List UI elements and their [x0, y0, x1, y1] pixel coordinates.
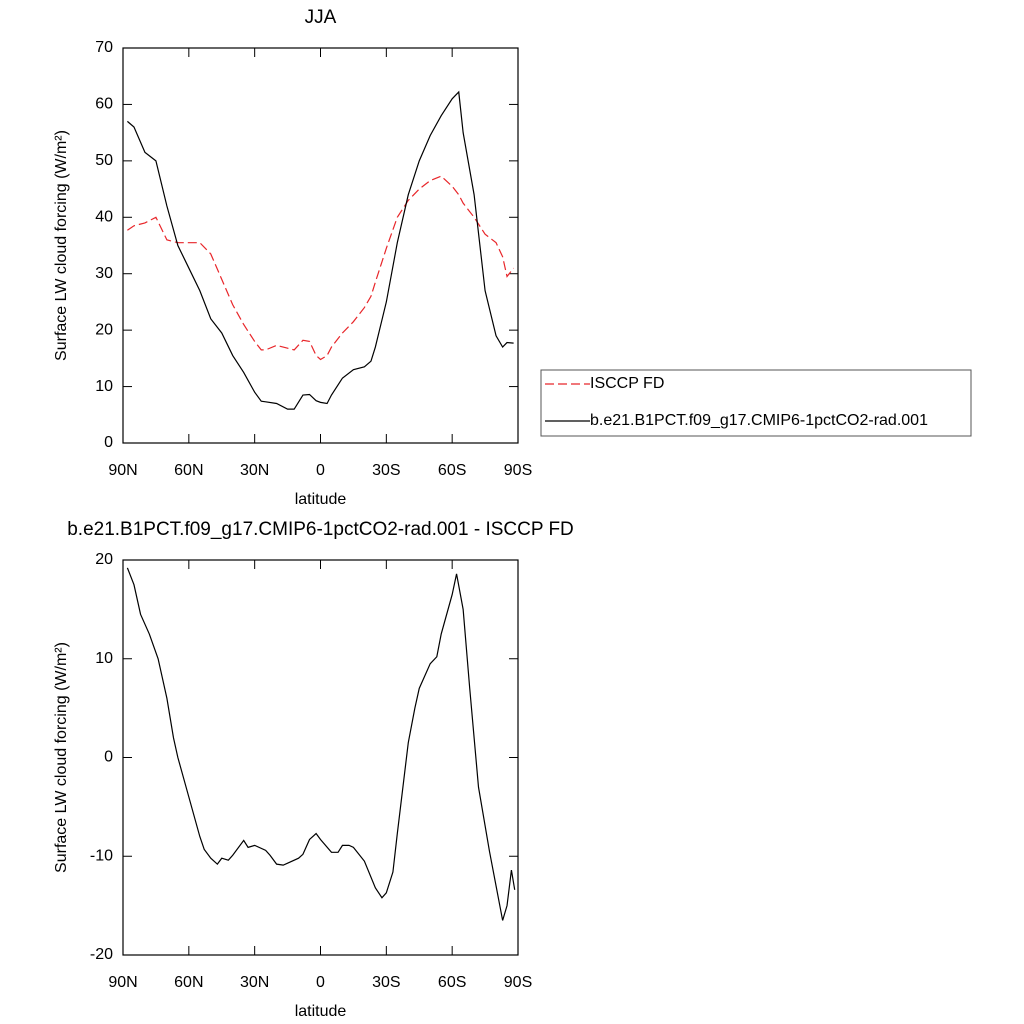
y-tick-label: 60 [95, 96, 113, 113]
x-tick-label: 60S [438, 974, 466, 991]
x-tick-label: 0 [316, 462, 325, 479]
data-line [126, 90, 514, 410]
data-line [126, 567, 516, 921]
y-tick-label: 50 [95, 152, 113, 169]
plot-frame [122, 47, 519, 444]
x-tick-label: 0 [316, 974, 325, 991]
chart-title: b.e21.B1PCT.f09_g17.CMIP6-1pctCO2-rad.00… [67, 519, 574, 540]
y-tick-label: 10 [95, 650, 113, 667]
x-tick-label: 90S [504, 462, 532, 479]
x-tick-label: 60N [174, 974, 203, 991]
y-tick-label: -20 [90, 946, 113, 963]
x-tick-label: 30S [372, 974, 400, 991]
x-tick-label: 60N [174, 462, 203, 479]
y-tick-label: 20 [95, 551, 113, 568]
x-axis-label: latitude [295, 1003, 347, 1020]
y-tick-label: 0 [104, 434, 113, 451]
chart-title: JJA [305, 7, 337, 28]
x-tick-label: 90N [108, 974, 137, 991]
x-tick-label: 60S [438, 462, 466, 479]
y-tick-label: -10 [90, 847, 113, 864]
y-tick-label: 40 [95, 209, 113, 226]
plot-frame [122, 559, 519, 956]
data-line [127, 175, 515, 361]
x-tick-label: 30N [240, 462, 269, 479]
legend-label: ISCCP FD [590, 375, 664, 392]
y-tick-label: 10 [95, 378, 113, 395]
y-axis-label: Surface LW cloud forcing (W/m²) [53, 130, 70, 361]
y-axis-label: Surface LW cloud forcing (W/m²) [53, 642, 70, 873]
legend-label: b.e21.B1PCT.f09_g17.CMIP6-1pctCO2-rad.00… [590, 412, 928, 429]
x-tick-label: 30N [240, 974, 269, 991]
y-tick-label: 70 [95, 39, 113, 56]
x-tick-label: 30S [372, 462, 400, 479]
y-tick-label: 0 [104, 749, 113, 766]
legend-box [540, 369, 972, 437]
y-tick-label: 30 [95, 265, 113, 282]
x-tick-label: 90N [108, 462, 137, 479]
x-tick-label: 90S [504, 974, 532, 991]
y-tick-label: 20 [95, 321, 113, 338]
x-axis-label: latitude [295, 491, 347, 508]
